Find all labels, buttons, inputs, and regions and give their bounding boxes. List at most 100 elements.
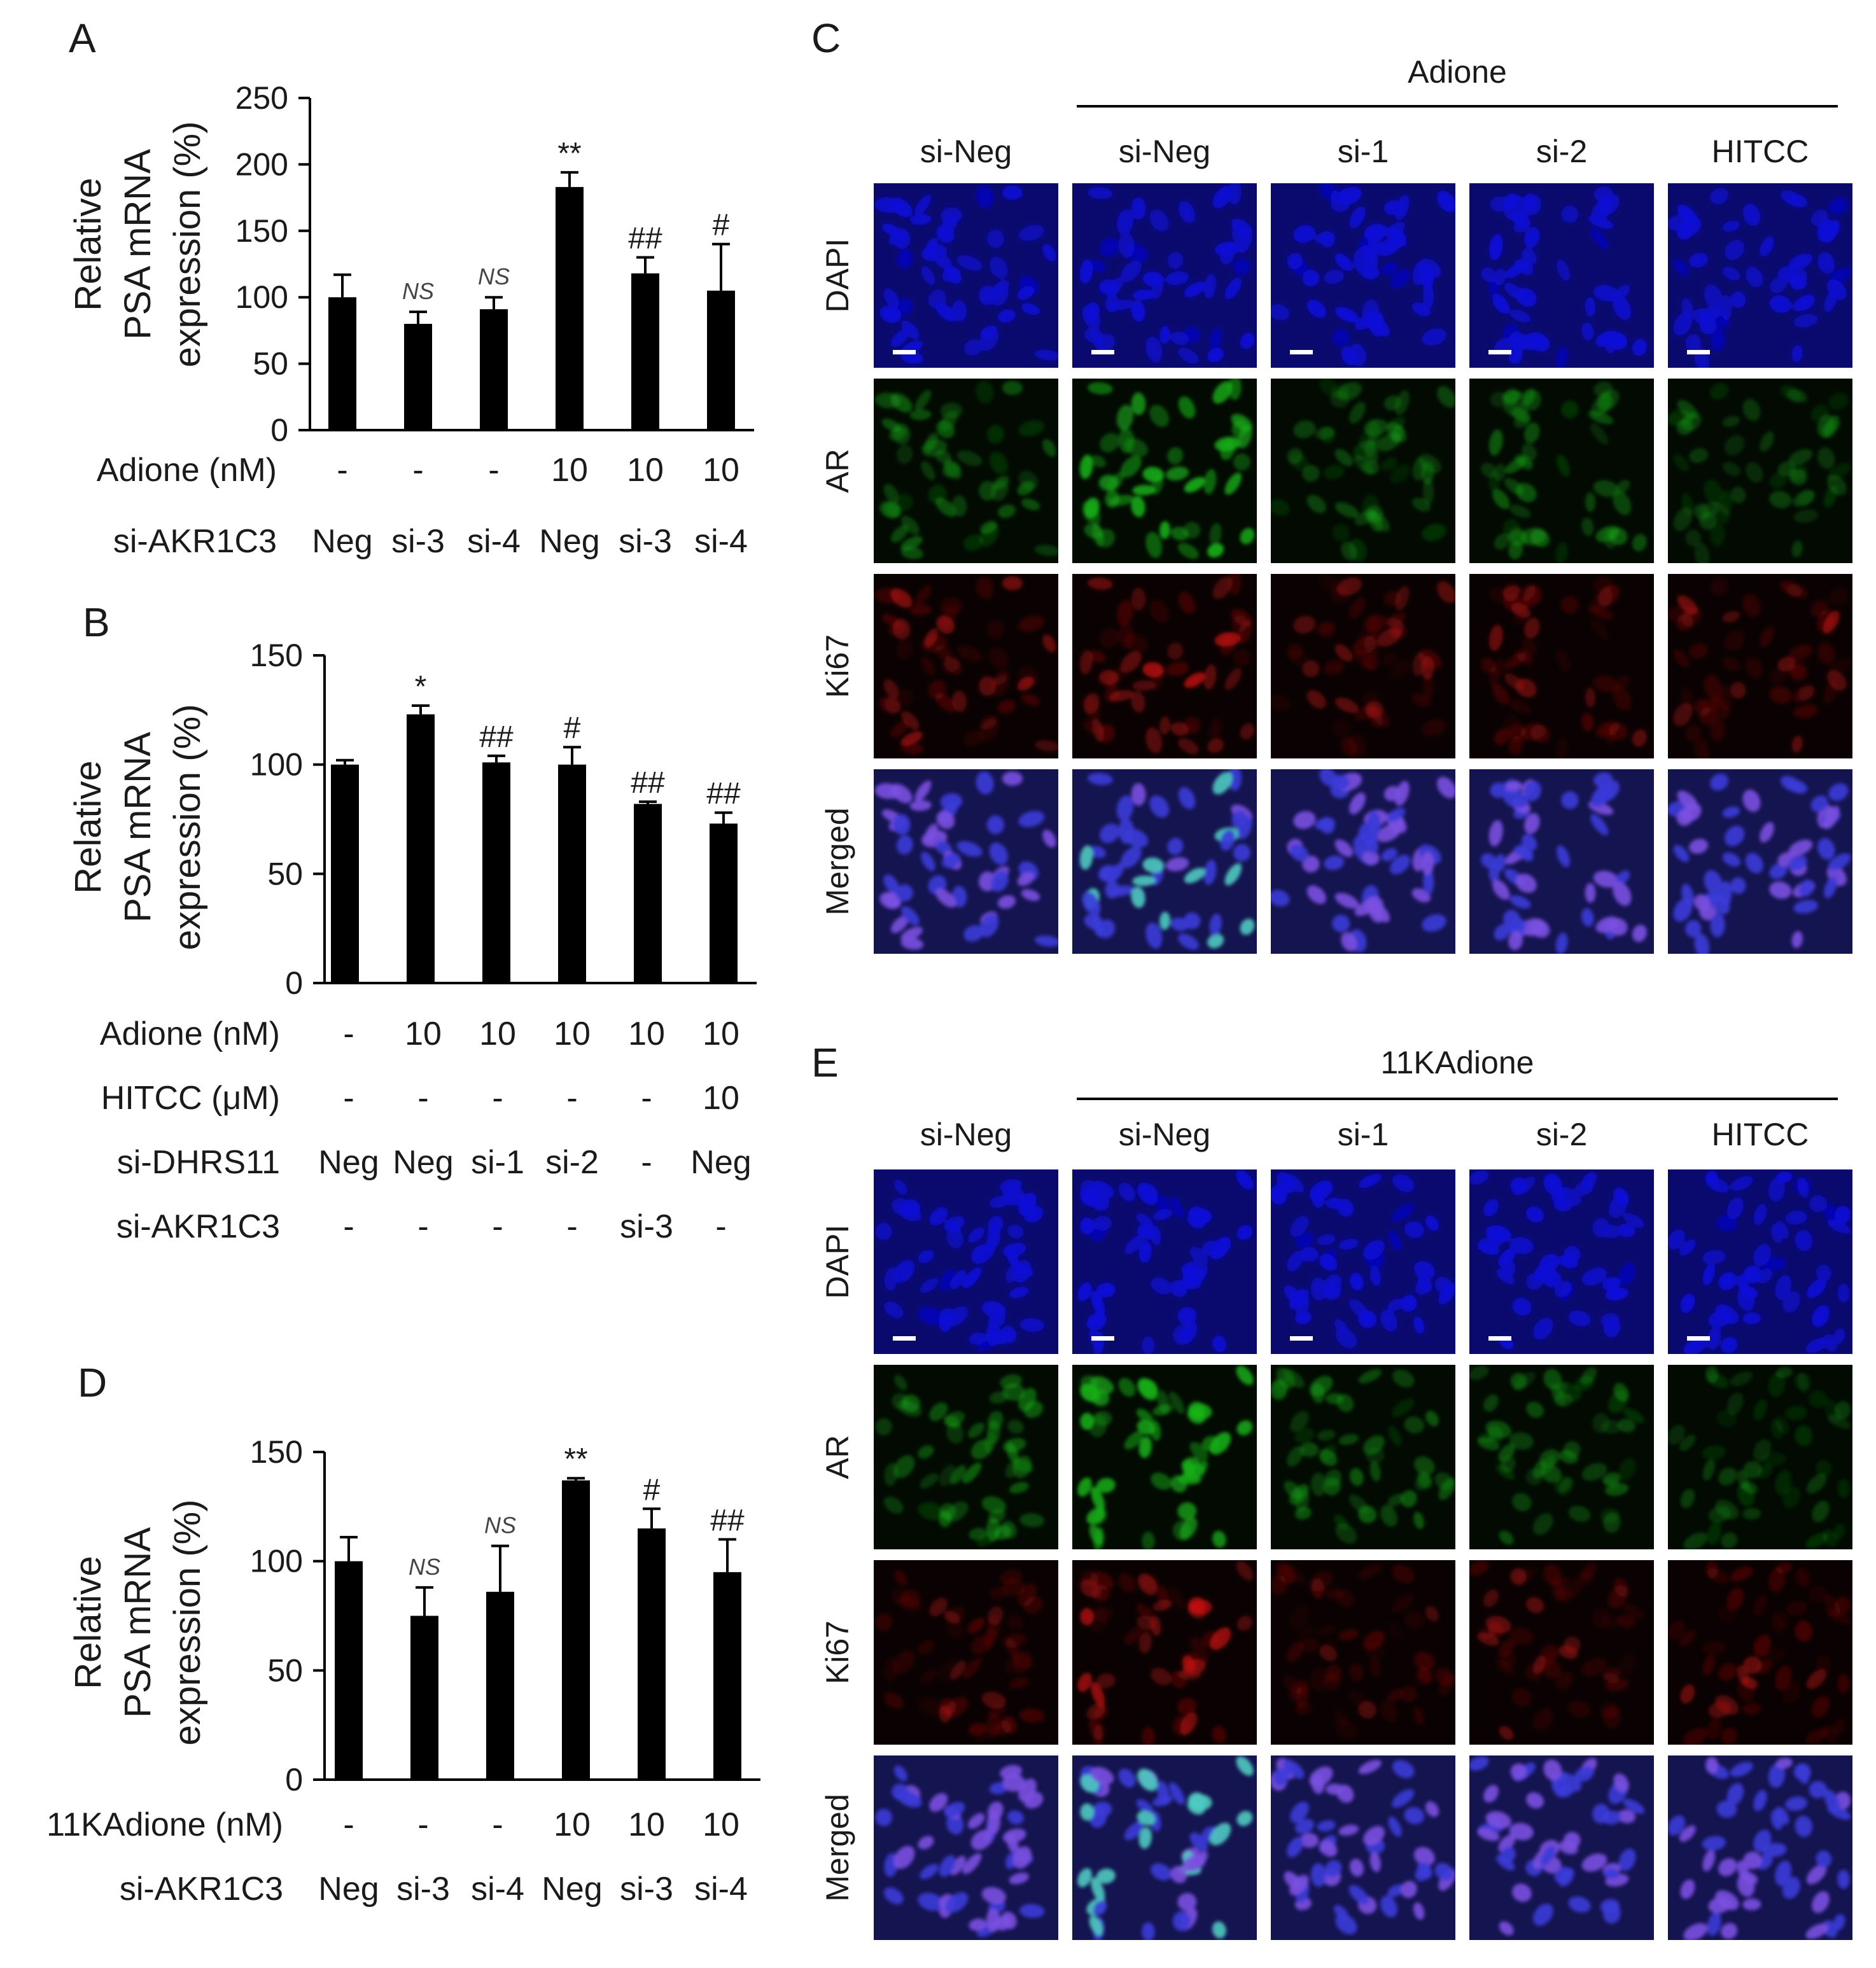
bar <box>482 762 510 983</box>
condition-value: 10 <box>554 1015 591 1052</box>
y-axis-title-line: expression (%) <box>167 704 208 951</box>
condition-value: si-2 <box>545 1144 599 1181</box>
condition-value: - <box>412 452 423 489</box>
significance-marker: # <box>643 1473 661 1507</box>
treatment-group-label: Adione <box>1408 54 1507 90</box>
micrograph-ar <box>1469 1365 1654 1549</box>
micrograph-dapi <box>874 183 1058 368</box>
micrograph-ar <box>1469 379 1654 563</box>
condition-label: 11KAdione (nM) <box>46 1806 283 1843</box>
y-axis-title-line: PSA mRNA <box>117 732 158 923</box>
bar <box>480 309 508 430</box>
micrograph-ki67 <box>1072 1560 1257 1745</box>
condition-value: 10 <box>554 1806 591 1843</box>
condition-value: - <box>492 1080 503 1117</box>
y-axis-title-line: Relative <box>67 1556 109 1689</box>
condition-label: si-AKR1C3 <box>116 1208 280 1245</box>
y-tick-label: 50 <box>253 346 288 382</box>
scale-bar <box>1488 350 1511 354</box>
column-header: si-Neg <box>920 134 1012 169</box>
y-tick-label: 150 <box>235 213 288 249</box>
micrograph-ar <box>1271 1365 1455 1549</box>
condition-value: - <box>566 1080 577 1117</box>
micrograph-ar <box>874 1365 1058 1549</box>
micrograph-ar <box>874 379 1058 563</box>
column-header: si-1 <box>1338 134 1389 169</box>
condition-value: si-4 <box>471 1871 524 1908</box>
bar <box>631 273 659 430</box>
bar <box>331 764 359 983</box>
scale-bar <box>1091 350 1114 354</box>
condition-value: si-1 <box>471 1144 524 1181</box>
micrograph-dapi <box>1668 183 1852 368</box>
panel-letter-d: D <box>78 1360 107 1406</box>
condition-value: - <box>337 452 347 489</box>
significance-marker: * <box>415 670 427 704</box>
condition-value: Neg <box>539 523 599 560</box>
bar <box>410 1616 438 1780</box>
significance-marker: # <box>713 209 730 242</box>
micrograph-ki67 <box>1072 574 1257 758</box>
y-tick-label: 0 <box>270 412 288 448</box>
scale-bar <box>1488 1336 1511 1341</box>
significance-marker: ** <box>557 137 581 171</box>
significance-marker: # <box>564 711 581 745</box>
row-header: DAPI <box>820 1225 855 1299</box>
condition-value: - <box>343 1080 354 1117</box>
condition-value: Neg <box>318 1871 379 1908</box>
micrograph-merged <box>1271 769 1455 954</box>
bar <box>335 1561 363 1780</box>
micrograph-dapi <box>1072 183 1257 368</box>
micrograph-ki67 <box>1271 574 1455 758</box>
condition-value: si-4 <box>694 1871 748 1908</box>
y-axis-title-line: expression (%) <box>167 122 208 368</box>
condition-label: Adione (nM) <box>100 1015 280 1052</box>
bar <box>638 1528 666 1780</box>
significance-marker: ## <box>628 222 662 256</box>
row-header: Ki67 <box>820 1621 855 1684</box>
bar <box>407 714 435 983</box>
condition-label: si-AKR1C3 <box>113 523 277 560</box>
y-tick-label: 50 <box>267 856 303 891</box>
micrograph-merged <box>874 769 1058 954</box>
row-header: Ki67 <box>820 634 855 698</box>
micrograph-merged <box>1469 769 1654 954</box>
condition-value: si-3 <box>620 1871 673 1908</box>
micrograph-merged <box>1072 1755 1257 1940</box>
condition-value: - <box>417 1806 428 1843</box>
condition-value: si-4 <box>694 523 748 560</box>
micrograph-dapi <box>1271 1169 1455 1354</box>
micrograph-dapi <box>1469 1169 1654 1354</box>
scale-bar <box>1687 350 1710 354</box>
micrograph-ar <box>1668 1365 1852 1549</box>
micrograph-ki67 <box>874 574 1058 758</box>
condition-value: 10 <box>703 1080 739 1117</box>
micrograph-ki67 <box>1668 574 1852 758</box>
condition-value: - <box>641 1080 652 1117</box>
condition-label: HITCC (μM) <box>101 1080 280 1117</box>
condition-value: - <box>492 1208 503 1245</box>
condition-value: si-3 <box>391 523 445 560</box>
condition-value: Neg <box>542 1871 602 1908</box>
y-tick-label: 250 <box>235 80 288 116</box>
y-tick-label: 100 <box>235 279 288 315</box>
condition-value: 10 <box>627 452 664 489</box>
y-tick-label: 100 <box>250 747 303 783</box>
chart-b: 0 50 100 150 Relative PSA mRNA expression (%) *… <box>67 638 757 1245</box>
micrograph-grid-c: Adione si-Neg si-Neg si-1 si-2 HITCC DAPI AR Ki6… <box>820 54 1852 954</box>
y-axis-title-line: Relative <box>67 178 109 311</box>
panel-letter-b: B <box>83 599 110 645</box>
panel-letter-e: E <box>811 1040 839 1085</box>
micrograph-dapi <box>1271 183 1455 368</box>
condition-value: Neg <box>690 1144 751 1181</box>
y-tick-label: 50 <box>267 1652 303 1688</box>
significance-marker: NS <box>402 278 434 304</box>
condition-value: - <box>641 1144 652 1181</box>
condition-value: 10 <box>628 1806 665 1843</box>
column-header: si-Neg <box>920 1117 1012 1152</box>
row-header: Merged <box>820 807 855 916</box>
micrograph-grid-e: 11KAdione si-Neg si-Neg si-1 si-2 HITCC DAPI AR… <box>820 1045 1852 1940</box>
chart-d: 0 50 100 150 Relative PSA mRNA expression (%) N… <box>46 1434 760 1908</box>
condition-value: Neg <box>318 1144 379 1181</box>
